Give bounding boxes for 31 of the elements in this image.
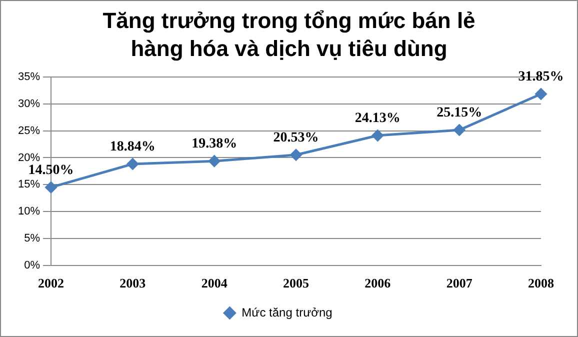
data-label: 31.85% <box>518 70 564 85</box>
point <box>454 124 466 136</box>
y-tick-label: 30% <box>18 98 40 110</box>
data-label: 25.15% <box>436 106 482 121</box>
x-tick-label: 2002 <box>38 276 64 291</box>
y-tick-label: 20% <box>18 152 40 164</box>
chart-title: Tăng trưởng trong tổng mức bán lẻ hàng hóa và dịch vụ tiêu dùng <box>102 7 476 63</box>
point <box>208 155 220 167</box>
data-label: 19.38% <box>192 136 238 152</box>
data-label: 20.53% <box>273 130 319 146</box>
point <box>45 182 57 194</box>
data-label: 18.84% <box>110 140 156 155</box>
x-tick-label: 2004 <box>201 276 228 291</box>
point <box>290 149 302 161</box>
data-label: 24.13% <box>354 111 400 126</box>
x-tick-label: 2003 <box>120 276 146 291</box>
y-tick-label: 25% <box>18 124 40 137</box>
point <box>372 130 384 142</box>
x-tick-label: 2005 <box>283 276 310 291</box>
x-tick-label: 2007 <box>446 276 473 291</box>
y-tick-label: 10% <box>18 206 40 218</box>
x-tick-label: 2008 <box>528 276 554 291</box>
data-label: 14.50% <box>28 162 74 178</box>
legend-label: Mức tăng trưởng <box>242 305 332 320</box>
x-tick-label: 2006 <box>364 276 392 291</box>
point <box>535 88 547 100</box>
y-tick-label: 5% <box>24 232 40 245</box>
y-tick-label: 0% <box>24 259 40 272</box>
y-tick-label: 15% <box>18 178 40 191</box>
point <box>126 158 138 170</box>
y-tick-label: 35% <box>18 71 40 84</box>
